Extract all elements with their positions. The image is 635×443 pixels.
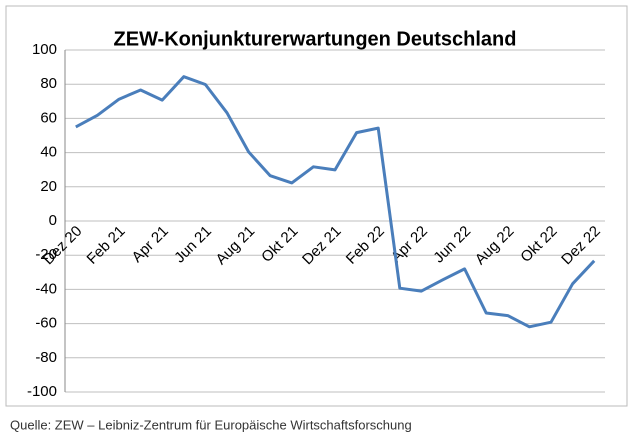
x-tick-label: Okt 21 xyxy=(258,223,301,266)
x-tick-label: Dez 21 xyxy=(299,223,345,269)
y-tick-label: -20 xyxy=(35,246,57,263)
y-tick-label: 20 xyxy=(40,178,57,195)
y-tick-label: 0 xyxy=(49,212,57,229)
x-tick-label: Jun 22 xyxy=(430,223,474,267)
y-tick-label: 100 xyxy=(32,41,57,58)
y-tick-label: -100 xyxy=(27,383,57,400)
chart-frame xyxy=(5,5,628,407)
y-tick-label: 80 xyxy=(40,75,57,92)
data-line xyxy=(75,75,596,329)
y-tick-label: -60 xyxy=(35,315,57,332)
x-tick-label: Aug 21 xyxy=(213,223,259,269)
y-tick-label: -40 xyxy=(35,280,57,297)
x-tick-label: Feb 21 xyxy=(84,223,129,268)
x-tick-label: Feb 22 xyxy=(343,223,388,268)
source-note: Quelle: ZEW – Leibniz-Zentrum für Europä… xyxy=(10,417,412,432)
x-tick-label: Apr 21 xyxy=(129,223,172,266)
chart-title: ZEW-Konjunkturerwartungen Deutschland xyxy=(114,28,517,50)
x-tick-label: Okt 22 xyxy=(517,223,560,266)
y-tick-label: -80 xyxy=(35,349,57,366)
x-tick-label: Jun 21 xyxy=(171,223,215,267)
y-tick-label: 60 xyxy=(40,109,57,126)
x-tick-label: Aug 22 xyxy=(472,223,518,269)
x-tick-label: Dez 22 xyxy=(558,223,604,269)
y-tick-label: 40 xyxy=(40,144,57,161)
